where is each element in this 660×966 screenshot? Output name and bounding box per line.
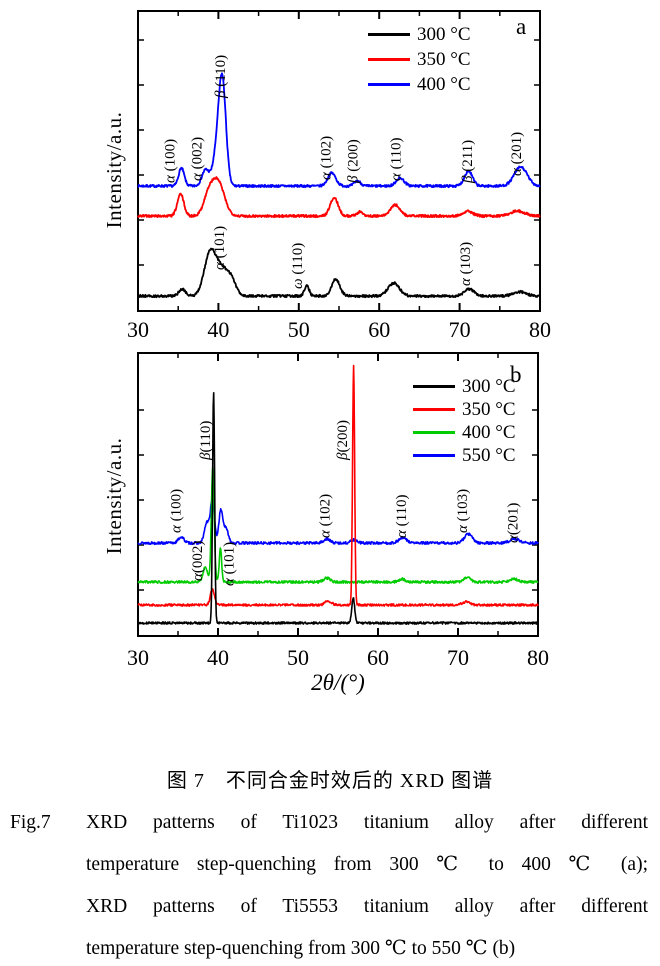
legend-label: 550 °C bbox=[462, 444, 516, 466]
legend-label: 350 °C bbox=[462, 398, 516, 420]
legend-item: 550 °C bbox=[413, 444, 516, 467]
x-tick-label: 70 bbox=[448, 317, 471, 342]
panel-letter-a: a bbox=[516, 14, 527, 39]
legend-a: 300 °C 350 °C 400 °C bbox=[368, 22, 471, 97]
peak-label: α (103) bbox=[458, 242, 474, 286]
legend-label: 300 °C bbox=[417, 23, 471, 45]
xrd-chart-a: α (100) α (002) β (110) α (101) ω (110) α (10… bbox=[137, 10, 541, 312]
peak-label: α (002) bbox=[190, 137, 206, 181]
peak-label: β (110) bbox=[213, 55, 229, 99]
series-curve-350C bbox=[137, 364, 539, 607]
legend-line-swatch bbox=[413, 431, 455, 434]
peak-label: α(002) bbox=[190, 541, 206, 581]
legend-item: 350 °C bbox=[368, 47, 471, 72]
legend-line-swatch bbox=[413, 408, 455, 411]
x-tick-label: 70 bbox=[447, 645, 469, 670]
x-axis-label: 2θ/(°) bbox=[311, 670, 365, 695]
caption-chinese: 图 7 不同合金时效后的 XRD 图谱 bbox=[166, 770, 494, 792]
y-axis-label-b: Intensity/a.u. bbox=[102, 437, 126, 555]
peak-label: α (201) bbox=[509, 132, 525, 176]
peak-label: ω (110) bbox=[290, 243, 306, 289]
x-tick-label: 50 bbox=[287, 317, 310, 342]
series-curve-400C bbox=[137, 72, 541, 189]
x-tick-label: 30 bbox=[127, 317, 149, 342]
legend-label: 300 °C bbox=[462, 375, 516, 397]
peak-label: α (100) bbox=[162, 139, 178, 183]
legend-line-swatch bbox=[368, 83, 410, 86]
peak-label: β (211) bbox=[460, 140, 476, 184]
caption-line: temperature step-quenching from 300 ℃ to… bbox=[86, 938, 516, 959]
series-curve-350C bbox=[137, 176, 541, 219]
peak-label: α (100) bbox=[169, 489, 185, 533]
plot-frame bbox=[137, 10, 541, 312]
peak-label: α (101) bbox=[221, 542, 237, 586]
series-curve-300C bbox=[137, 392, 539, 625]
legend-item: 300 °C bbox=[413, 375, 516, 398]
legend-line-swatch bbox=[413, 454, 455, 457]
x-tick-label: 40 bbox=[207, 317, 230, 342]
x-tick-label: 80 bbox=[527, 645, 549, 670]
x-tick-label: 50 bbox=[287, 645, 309, 670]
caption-english: Fig.7 XRD patterns of Ti1023 titanium al… bbox=[10, 802, 648, 966]
peak-label: α (110) bbox=[388, 137, 404, 181]
peak-label: β(110) bbox=[198, 421, 214, 461]
legend-label: 400 °C bbox=[417, 73, 471, 95]
xrd-plot-b: α (100) α(002) β(110) α (101) α (102) β(200) α… bbox=[137, 352, 539, 637]
legend-item: 300 °C bbox=[368, 22, 471, 47]
caption-line: temperature step-quenching from 300 ℃ to… bbox=[86, 854, 648, 875]
peak-label: α (110) bbox=[394, 494, 410, 538]
caption-line: XRD patterns of Ti1023 titanium alloy af… bbox=[86, 812, 648, 833]
xrd-chart-b: α (100) α(002) β(110) α (101) α (102) β(200) α… bbox=[137, 352, 539, 637]
series-curve-550C bbox=[137, 497, 539, 546]
x-tick-label: 80 bbox=[529, 317, 551, 342]
caption-fig-label: Fig.7 bbox=[10, 812, 51, 833]
plot-frame bbox=[137, 352, 539, 637]
x-tick-label: 60 bbox=[367, 645, 389, 670]
x-tick-label: 40 bbox=[207, 645, 229, 670]
x-tick-label: 30 bbox=[127, 645, 149, 670]
series-curve-300C bbox=[137, 247, 541, 299]
x-tick-label: 60 bbox=[368, 317, 391, 342]
caption-line: XRD patterns of Ti5553 titanium alloy af… bbox=[86, 896, 648, 917]
legend-line-swatch bbox=[413, 385, 455, 388]
peak-label: α (102) bbox=[317, 494, 333, 538]
legend-line-swatch bbox=[368, 58, 410, 61]
peak-label: α(201) bbox=[505, 503, 521, 543]
peak-label: β (200) bbox=[346, 139, 362, 184]
legend-b: 300 °C 350 °C 400 °C 550 °C bbox=[413, 375, 516, 467]
peak-label: α (101) bbox=[212, 226, 228, 270]
xrd-plot-a: α (100) α (002) β (110) α (101) ω (110) α (10… bbox=[137, 10, 541, 312]
y-axis-label-a: Intensity/a.u. bbox=[102, 111, 126, 229]
peak-label: α (103) bbox=[455, 489, 471, 533]
legend-item: 400 °C bbox=[413, 421, 516, 444]
legend-label: 350 °C bbox=[417, 48, 471, 70]
panel-letter-b: b bbox=[510, 362, 522, 387]
legend-label: 400 °C bbox=[462, 421, 516, 443]
series-curve-400C bbox=[137, 466, 539, 584]
legend-item: 350 °C bbox=[413, 398, 516, 421]
legend-item: 400 °C bbox=[368, 72, 471, 97]
peak-label: β(200) bbox=[335, 420, 351, 461]
legend-line-swatch bbox=[368, 33, 410, 36]
peak-label: α (102) bbox=[318, 136, 334, 180]
